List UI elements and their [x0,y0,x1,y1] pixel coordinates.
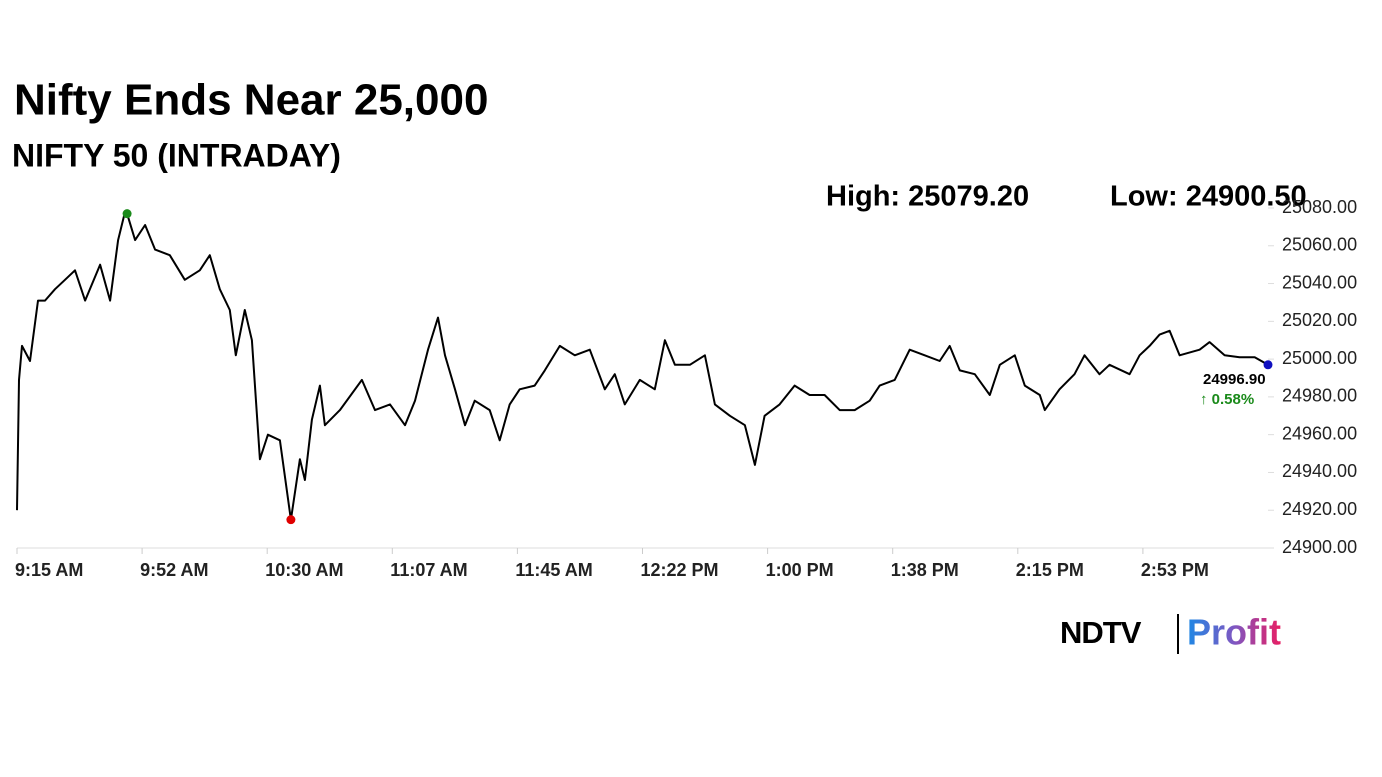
y-tick-label: 24960.00 [1282,423,1357,443]
y-tick-label: 25040.00 [1282,272,1357,292]
y-tick-label: 24940.00 [1282,461,1357,481]
x-tick-label: 12:22 PM [641,560,719,580]
y-tick-label: 24980.00 [1282,386,1357,406]
x-tick-label: 10:30 AM [265,560,343,580]
x-tick-label: 11:45 AM [515,560,592,580]
x-tick-label: 11:07 AM [390,560,467,580]
x-tick-label: 2:15 PM [1016,560,1084,580]
x-tick-label: 2:53 PM [1141,560,1209,580]
low-label: Low: 24900.50 [1110,181,1307,213]
y-tick-label: 24920.00 [1282,499,1357,519]
x-tick-label: 9:15 AM [15,560,83,580]
y-tick-label: 25000.00 [1282,348,1357,368]
x-tick-label: 1:00 PM [766,560,834,580]
y-tick-label: 25060.00 [1282,235,1357,255]
point-marker [1263,360,1273,370]
y-tick-label: 25020.00 [1282,310,1357,330]
y-tick-label: 24900.00 [1282,537,1357,557]
logo-profit: Profit [1187,612,1281,653]
last-value-label: 24996.90 [1203,371,1266,388]
x-tick-label: 1:38 PM [891,560,959,580]
point-marker [122,209,132,219]
x-tick-label: 9:52 AM [140,560,208,580]
high-label: High: 25079.20 [826,181,1029,213]
y-tick-label: 25080.00 [1282,197,1357,217]
point-marker [286,515,296,525]
chart-subtitle: NIFTY 50 (INTRADAY) [12,137,341,173]
chart-title: Nifty Ends Near 25,000 [14,76,488,125]
price-line [16,212,1269,521]
logo-ndtv: NDTV [1060,615,1142,650]
change-label: ↑ 0.58% [1200,391,1254,408]
